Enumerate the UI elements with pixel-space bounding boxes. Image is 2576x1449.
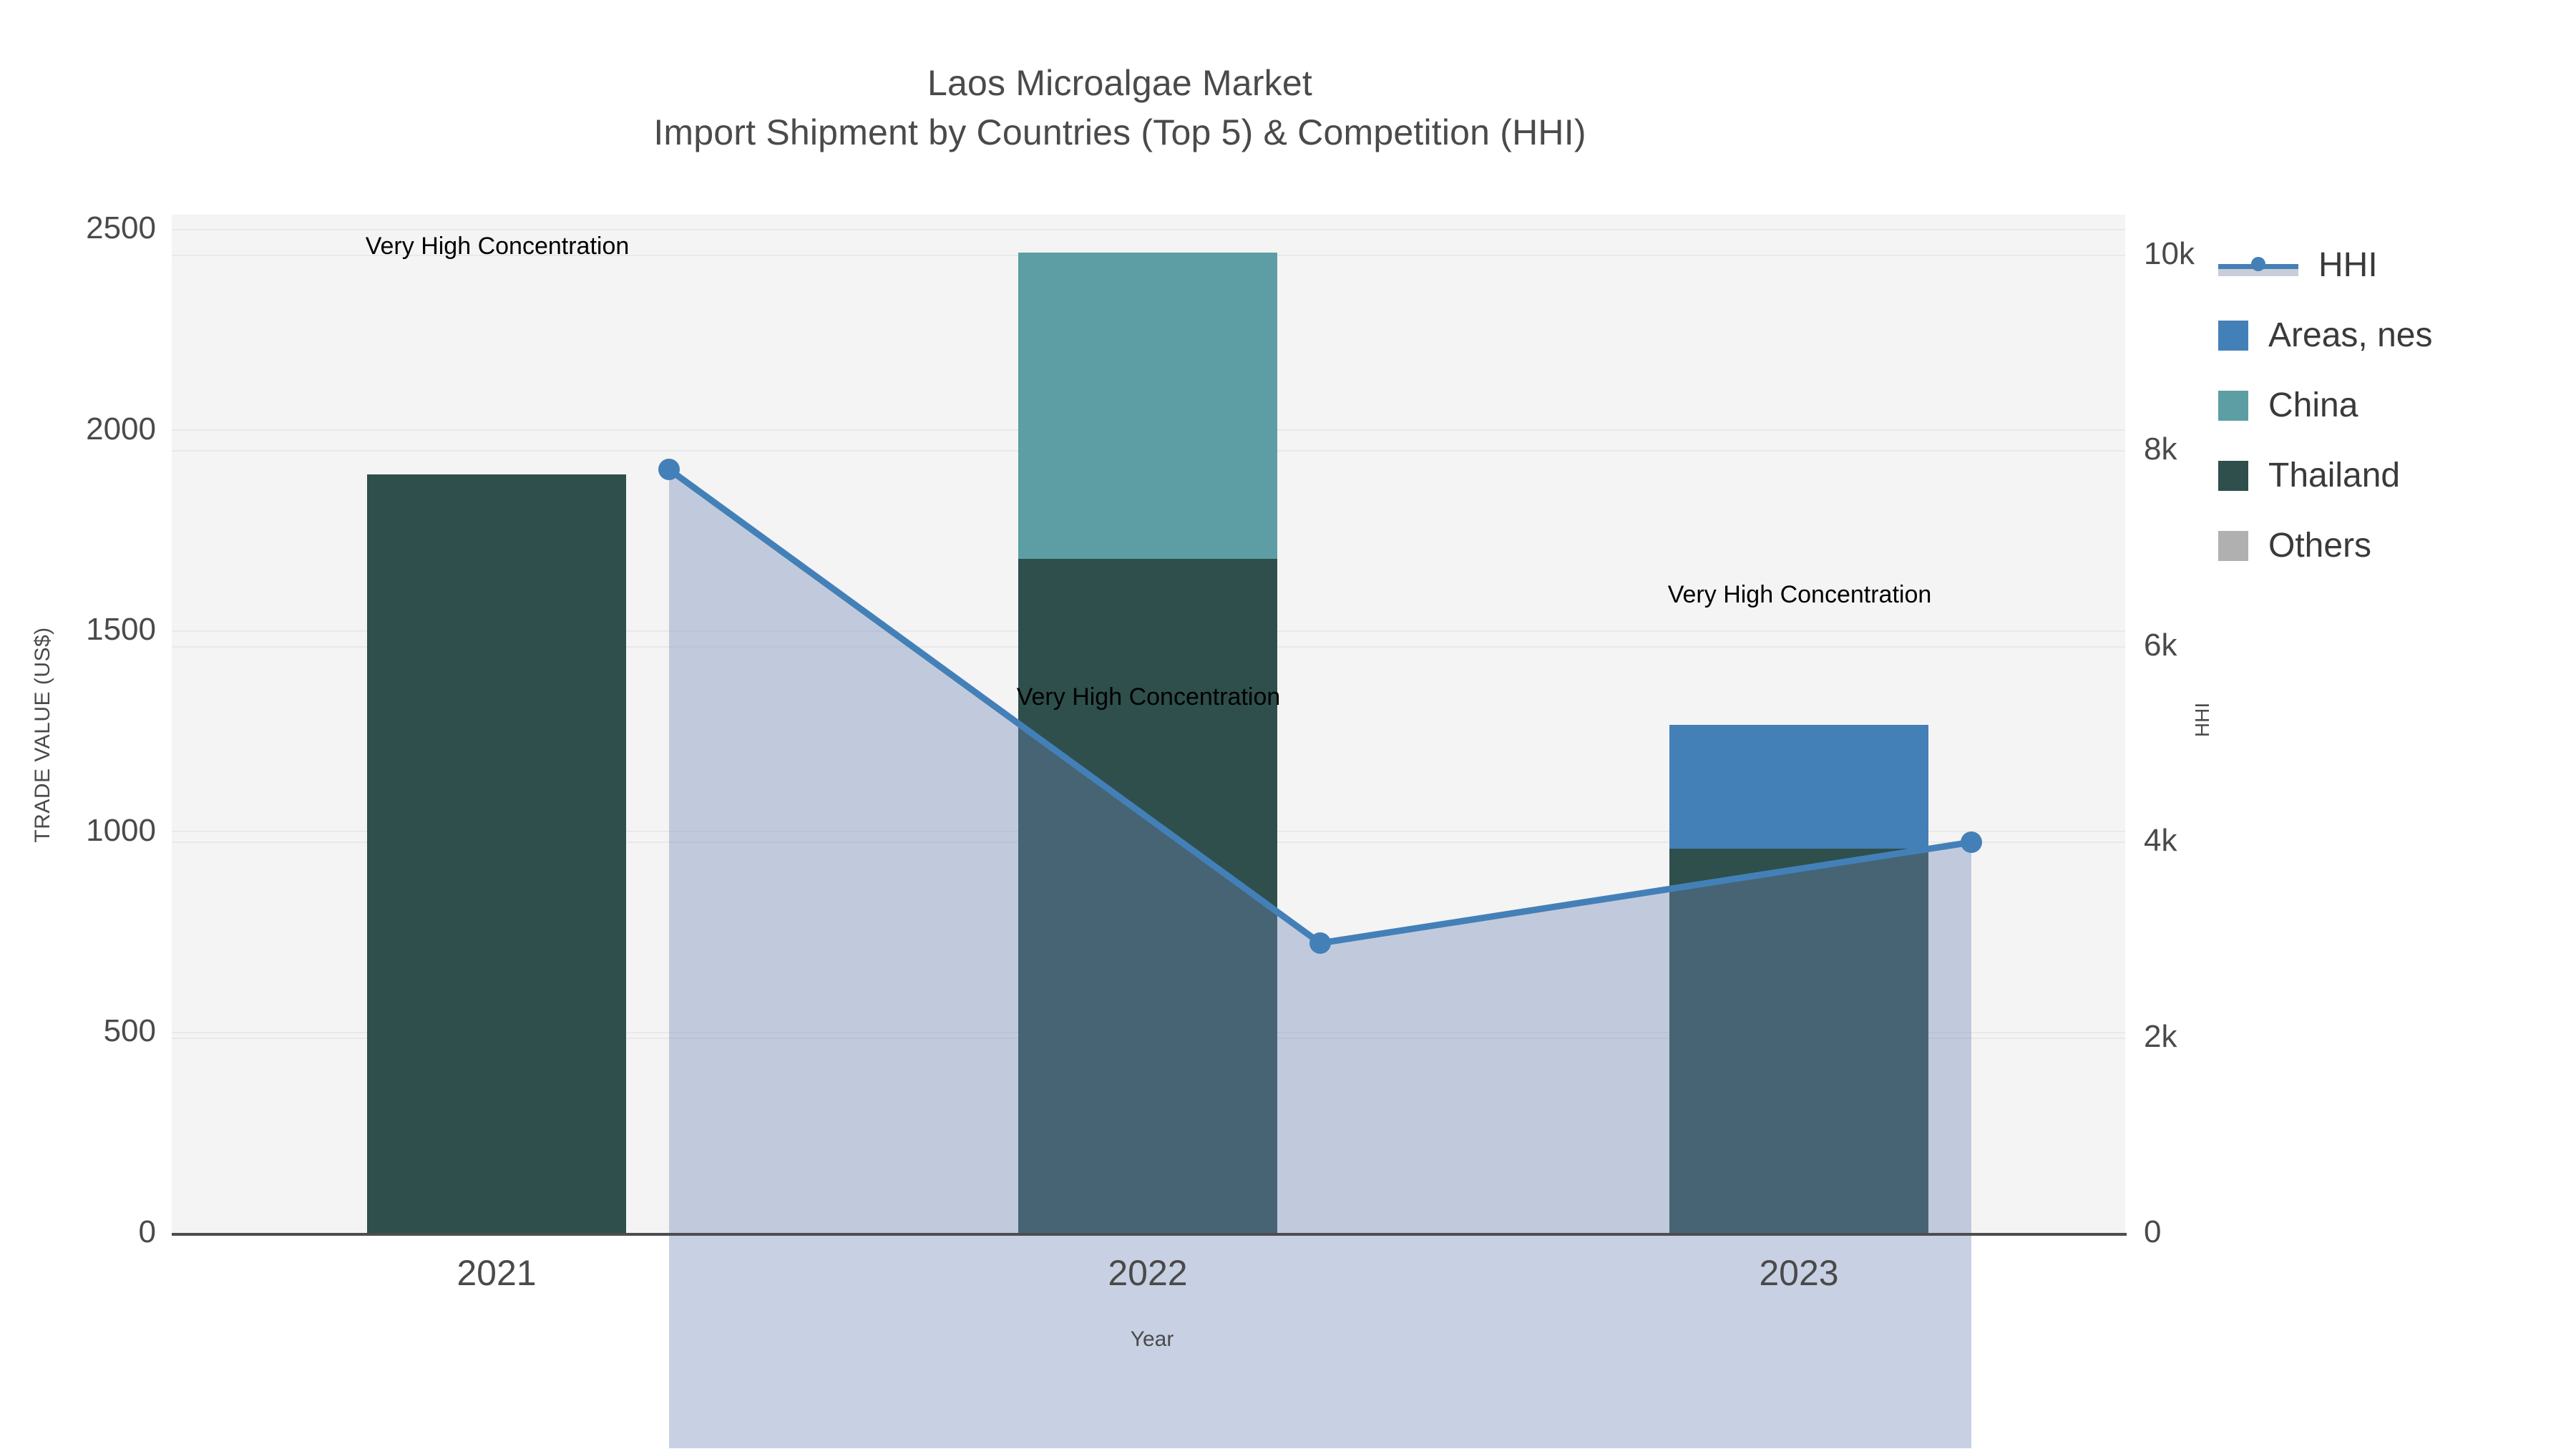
y-axis-label-left: TRADE VALUE (US$) xyxy=(31,627,54,843)
y-tick-right-6k: 6k xyxy=(2144,628,2177,663)
gridline xyxy=(172,229,2125,230)
legend-item-hhi[interactable]: HHI xyxy=(2218,230,2562,301)
bar-segment-2022-china[interactable] xyxy=(1018,253,1277,559)
color-swatch-icon xyxy=(2218,531,2248,561)
annotation-2021: Very High Concentration xyxy=(365,233,630,260)
y-tick-right-10k: 10k xyxy=(2144,236,2195,271)
annotation-2022: Very High Concentration xyxy=(1016,683,1281,711)
x-tick-2021: 2021 xyxy=(457,1253,537,1293)
legend-label-thailand: Thailand xyxy=(2268,457,2401,494)
legend-label-hhi: HHI xyxy=(2318,246,2378,284)
legend-item-china[interactable]: China xyxy=(2218,371,2562,441)
x-tick-2022: 2022 xyxy=(1108,1253,1188,1293)
legend-item-others[interactable]: Others xyxy=(2218,511,2562,581)
y-tick-left-500: 500 xyxy=(103,1013,156,1048)
legend-label-others: Others xyxy=(2268,527,2372,565)
y-tick-right-0: 0 xyxy=(2144,1214,2162,1249)
color-swatch-icon xyxy=(2218,321,2248,351)
legend-label-areas-nes: Areas, nes xyxy=(2268,316,2433,354)
x-tick-2023: 2023 xyxy=(1759,1253,1839,1293)
y-tick-left-0: 0 xyxy=(138,1214,156,1249)
legend-item-thailand[interactable]: Thailand xyxy=(2218,441,2562,511)
plot-area xyxy=(172,215,2125,1448)
hhi-series xyxy=(658,459,1982,1448)
chart-title-line-2: Import Shipment by Countries (Top 5) & C… xyxy=(653,112,1586,152)
y-tick-left-1500: 1500 xyxy=(86,612,156,647)
annotation-2023: Very High Concentration xyxy=(1667,581,1932,608)
legend-item-areas-nes[interactable]: Areas, nes xyxy=(2218,301,2562,371)
chart-title-line-1: Laos Microalgae Market xyxy=(927,63,1312,103)
y-tick-right-4k: 4k xyxy=(2144,823,2177,858)
chart-title: Laos Microalgae Market Import Shipment b… xyxy=(0,59,2240,157)
bar-segment-2022-thailand[interactable] xyxy=(1018,559,1277,1234)
y-tick-left-2500: 2500 xyxy=(86,210,156,245)
bar-segment-2023-areas-nes[interactable] xyxy=(1669,725,1928,849)
y-tick-left-1000: 1000 xyxy=(86,813,156,848)
bar-segment-2023-thailand[interactable] xyxy=(1669,849,1928,1234)
y-tick-right-2k: 2k xyxy=(2144,1019,2177,1054)
hhi-area xyxy=(669,469,1971,1448)
y-tick-left-2000: 2000 xyxy=(86,411,156,447)
x-axis-line xyxy=(172,1233,2127,1236)
hhi-line-icon xyxy=(2218,250,2298,280)
legend: HHI Areas, nes China Thailand Others xyxy=(2218,230,2562,581)
x-axis-label: Year xyxy=(1130,1327,1174,1351)
color-swatch-icon xyxy=(2218,461,2248,491)
hhi-point-2023 xyxy=(1961,831,1982,853)
legend-label-china: China xyxy=(2268,386,2358,424)
y-axis-label-right: HHI xyxy=(2191,702,2213,738)
hhi-point-2022 xyxy=(1309,932,1331,954)
bar-segment-2021-thailand[interactable] xyxy=(367,474,626,1234)
hhi-point-2021 xyxy=(658,459,680,480)
color-swatch-icon xyxy=(2218,391,2248,421)
y-tick-right-8k: 8k xyxy=(2144,431,2177,467)
